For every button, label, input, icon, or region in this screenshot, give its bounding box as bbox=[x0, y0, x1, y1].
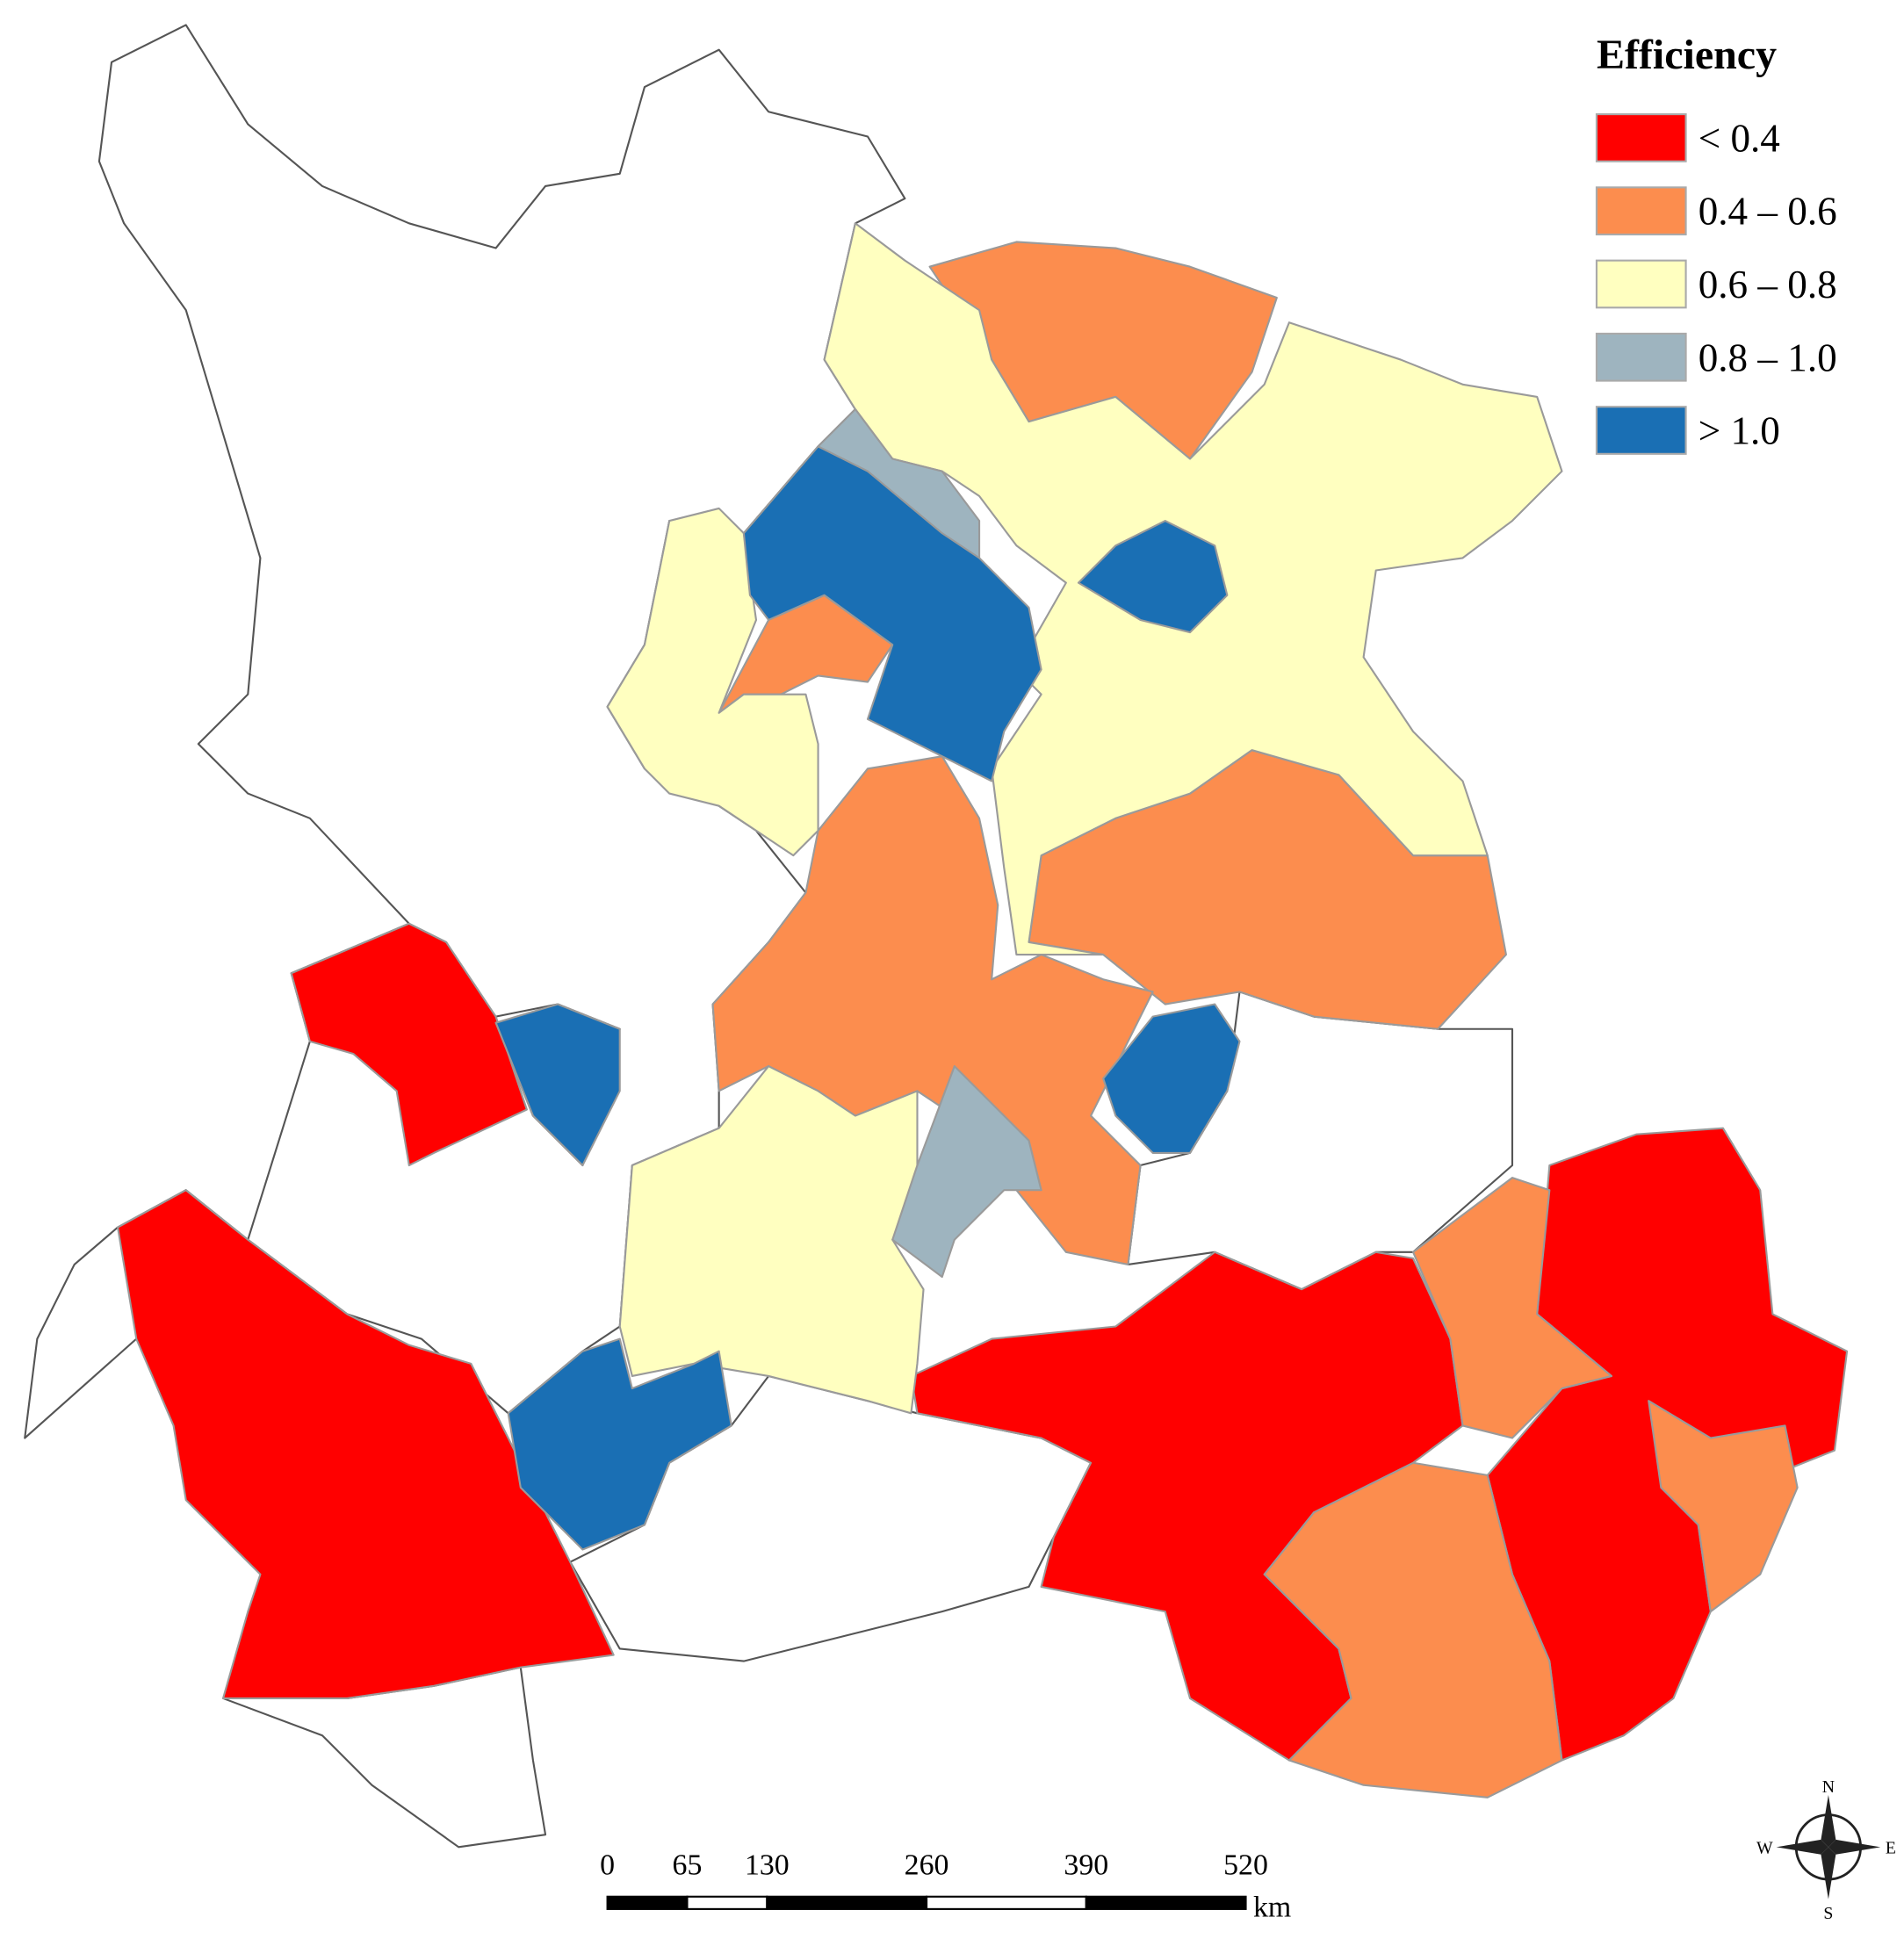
region bbox=[1412, 1177, 1612, 1439]
compass-needle bbox=[1776, 1839, 1828, 1855]
blank-areas bbox=[24, 24, 1514, 1849]
compass-needle bbox=[1828, 1839, 1881, 1855]
compass-label: N bbox=[1822, 1777, 1835, 1797]
scale-label: 65 bbox=[673, 1849, 703, 1881]
region bbox=[1077, 519, 1229, 634]
scale-label: 390 bbox=[1064, 1849, 1108, 1881]
region bbox=[1263, 1461, 1563, 1798]
legend-swatch bbox=[1595, 113, 1687, 162]
legend-label: 0.4 – 0.6 bbox=[1698, 190, 1837, 234]
region bbox=[817, 407, 981, 559]
region bbox=[1648, 1400, 1799, 1613]
compass-needle bbox=[1821, 1795, 1836, 1848]
scale-label: 520 bbox=[1223, 1849, 1268, 1881]
scale-unit: km bbox=[1253, 1891, 1291, 1923]
scale-label: 130 bbox=[745, 1849, 790, 1881]
scale-segment bbox=[1085, 1895, 1247, 1910]
compass-label: S bbox=[1823, 1904, 1833, 1923]
compass-label: W bbox=[1756, 1838, 1773, 1857]
legend-label: 0.8 – 1.0 bbox=[1698, 335, 1837, 379]
region bbox=[1102, 1003, 1241, 1154]
legend-swatch bbox=[1595, 406, 1687, 455]
region bbox=[117, 1189, 615, 1699]
compass: N S E W bbox=[1756, 1777, 1896, 1923]
scale-segment bbox=[686, 1895, 768, 1910]
legend-label: 0.6 – 0.8 bbox=[1698, 263, 1837, 306]
scale-label: 0 bbox=[600, 1849, 615, 1881]
scale-bar: 0 65 130 260 390 520 km bbox=[600, 1849, 1291, 1923]
region bbox=[891, 1065, 1042, 1279]
compass-label: E bbox=[1886, 1838, 1896, 1857]
legend-title: Efficiency bbox=[1597, 32, 1777, 78]
legend: < 0.4 0.4 – 0.6 0.6 – 0.8 0.8 – 1.0 > 1.0 bbox=[1595, 113, 1837, 455]
legend-label: < 0.4 bbox=[1698, 116, 1780, 160]
legend-label: > 1.0 bbox=[1698, 409, 1780, 453]
scale-segment bbox=[606, 1895, 689, 1910]
region bbox=[494, 1003, 621, 1167]
region bbox=[290, 922, 528, 1167]
region bbox=[507, 1337, 732, 1551]
region bbox=[618, 1065, 925, 1415]
compass-needle bbox=[1821, 1847, 1836, 1899]
legend-swatch bbox=[1595, 259, 1687, 309]
scale-label: 260 bbox=[905, 1849, 949, 1881]
legend-swatch bbox=[1595, 186, 1687, 236]
regions bbox=[117, 222, 1849, 1798]
scale-segment bbox=[766, 1895, 928, 1910]
legend-swatch bbox=[1595, 332, 1687, 382]
region bbox=[606, 507, 819, 857]
scale-segment bbox=[926, 1895, 1087, 1910]
